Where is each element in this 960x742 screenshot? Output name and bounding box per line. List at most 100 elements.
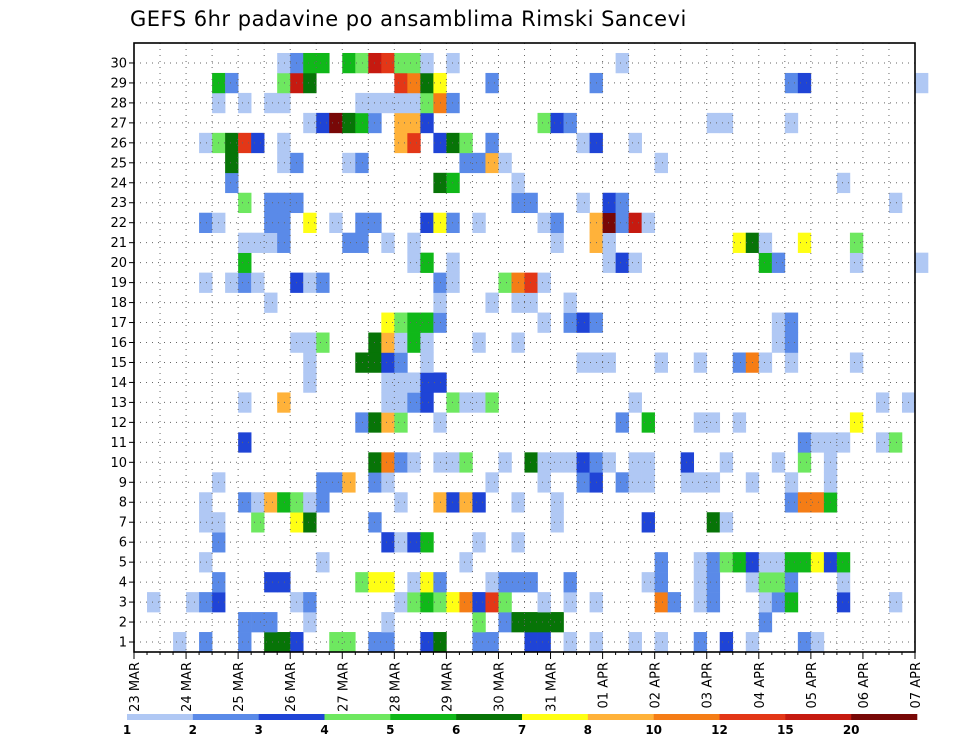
heatmap-cell — [381, 412, 395, 433]
heatmap-cell — [524, 192, 538, 214]
heatmap-cell — [485, 592, 499, 613]
heatmap-cell — [329, 472, 343, 493]
heatmap-cell — [420, 572, 434, 593]
heatmap-cell — [654, 552, 668, 573]
heatmap-cell — [693, 412, 708, 433]
heatmap-cell — [810, 632, 825, 653]
x-tick-label: 30 MAR — [492, 662, 507, 712]
heatmap-cell — [394, 412, 408, 433]
x-tick-label: 27 MAR — [336, 662, 351, 712]
heatmap-cell — [810, 432, 825, 453]
y-tick-label: 11 — [110, 436, 127, 451]
heatmap-cell — [693, 352, 708, 373]
heatmap-cell — [641, 412, 655, 433]
heatmap-cell — [888, 432, 903, 453]
heatmap-cell — [225, 152, 239, 174]
heatmap-cell — [485, 392, 499, 413]
colorbar-segment — [785, 714, 852, 720]
heatmap-cell — [407, 452, 421, 473]
heatmap-cell — [498, 612, 512, 633]
heatmap-cell — [537, 592, 551, 613]
heatmap-cell — [654, 632, 668, 653]
heatmap-cell — [407, 232, 421, 253]
heatmap-cell — [524, 452, 538, 473]
heatmap-cell — [615, 52, 629, 74]
colorbar-label: 1 — [123, 723, 131, 737]
heatmap-cell — [576, 312, 590, 333]
heatmap-cell — [303, 372, 317, 393]
heatmap-cell — [342, 152, 356, 174]
heatmap-cell — [446, 212, 460, 233]
y-tick-label: 8 — [119, 496, 127, 511]
heatmap-cell — [381, 332, 395, 353]
heatmap-cell — [238, 492, 252, 513]
heatmap-cell — [810, 492, 825, 513]
heatmap-cell — [329, 632, 343, 653]
heatmap-cell — [641, 512, 655, 533]
heatmap-cell — [407, 312, 421, 333]
heatmap-cell — [303, 512, 317, 533]
heatmap-cell — [888, 592, 903, 613]
heatmap-cell — [915, 252, 929, 273]
heatmap-cell — [264, 212, 278, 233]
y-tick-label: 1 — [119, 636, 127, 651]
heatmap-cell — [355, 352, 369, 373]
heatmap-cell — [407, 252, 421, 273]
heatmap-cell — [537, 632, 551, 653]
heatmap-cell — [784, 492, 799, 513]
heatmap-cell — [693, 552, 708, 573]
heatmap-cell — [784, 352, 799, 373]
heatmap-cell — [394, 112, 408, 134]
heatmap-cell — [563, 592, 577, 613]
heatmap-cell — [615, 412, 629, 433]
heatmap-cell — [550, 212, 564, 233]
heatmap-cell — [758, 232, 773, 253]
heatmap-cell — [446, 172, 460, 194]
heatmap-cell — [888, 192, 903, 214]
heatmap-cell — [420, 92, 434, 114]
heatmap-cell — [797, 552, 812, 573]
heatmap-cell — [771, 572, 786, 593]
heatmap-cell — [303, 72, 317, 94]
heatmap-cell — [173, 632, 187, 653]
heatmap-cell — [316, 472, 330, 493]
heatmap-cell — [277, 152, 291, 174]
colorbar-label: 5 — [386, 723, 394, 737]
heatmap-cell — [264, 572, 278, 593]
heatmap-cell — [498, 272, 512, 293]
heatmap-cell — [446, 592, 460, 613]
heatmap-cell — [342, 52, 356, 74]
heatmap-cell — [641, 472, 655, 493]
heatmap-cell — [264, 632, 278, 653]
x-tick-label: 04 APR — [753, 662, 768, 708]
heatmap-cell — [238, 392, 252, 413]
heatmap-cell — [550, 612, 564, 633]
heatmap-cell — [680, 452, 695, 473]
heatmap-cell — [537, 212, 551, 233]
heatmap-cell — [693, 572, 708, 593]
heatmap-cell — [394, 332, 408, 353]
heatmap-cell — [199, 512, 213, 533]
heatmap-cell — [485, 572, 499, 593]
heatmap-cell — [225, 132, 239, 154]
heatmap-cell — [784, 572, 799, 593]
heatmap-cell — [394, 452, 408, 473]
grid-layer — [134, 43, 915, 652]
colorbar-segment — [456, 714, 523, 720]
heatmap-cell — [420, 532, 434, 553]
heatmap-cell — [199, 212, 213, 233]
colorbar-label: 3 — [254, 723, 262, 737]
y-tick-label: 12 — [110, 416, 127, 431]
heatmap-cell — [550, 492, 564, 513]
heatmap-cell — [784, 552, 799, 573]
heatmap-cell — [407, 572, 421, 593]
heatmap-cell — [381, 632, 395, 653]
heatmap-cell — [394, 372, 408, 393]
heatmap-cell — [602, 252, 616, 273]
heatmap-cell — [394, 352, 408, 373]
heatmap-cell — [797, 432, 812, 453]
y-tick-label: 29 — [110, 76, 127, 91]
heatmap-cell — [537, 612, 551, 633]
heatmap-cell — [186, 592, 200, 613]
